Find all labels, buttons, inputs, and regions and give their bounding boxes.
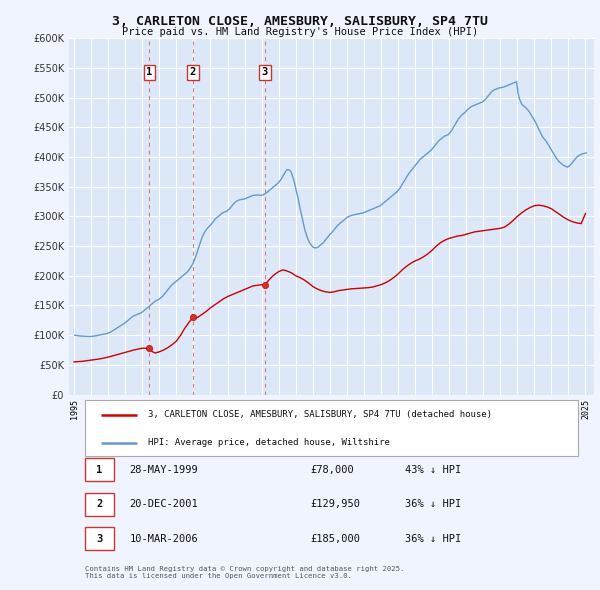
FancyBboxPatch shape	[85, 527, 113, 550]
Text: Contains HM Land Registry data © Crown copyright and database right 2025.
This d: Contains HM Land Registry data © Crown c…	[85, 566, 404, 579]
Text: HPI: Average price, detached house, Wiltshire: HPI: Average price, detached house, Wilt…	[148, 438, 389, 447]
Text: £78,000: £78,000	[311, 464, 354, 474]
Text: 43% ↓ HPI: 43% ↓ HPI	[405, 464, 461, 474]
Text: 3, CARLETON CLOSE, AMESBURY, SALISBURY, SP4 7TU: 3, CARLETON CLOSE, AMESBURY, SALISBURY, …	[112, 15, 488, 28]
Text: Price paid vs. HM Land Registry's House Price Index (HPI): Price paid vs. HM Land Registry's House …	[122, 27, 478, 37]
Text: 1: 1	[96, 464, 103, 474]
Text: 3: 3	[96, 534, 103, 544]
Text: 36% ↓ HPI: 36% ↓ HPI	[405, 499, 461, 509]
Text: £185,000: £185,000	[311, 534, 361, 544]
Text: 10-MAR-2006: 10-MAR-2006	[130, 534, 198, 544]
FancyBboxPatch shape	[85, 458, 113, 481]
Text: 3: 3	[262, 67, 268, 77]
Text: 3, CARLETON CLOSE, AMESBURY, SALISBURY, SP4 7TU (detached house): 3, CARLETON CLOSE, AMESBURY, SALISBURY, …	[148, 410, 492, 419]
FancyBboxPatch shape	[85, 400, 578, 456]
Text: £129,950: £129,950	[311, 499, 361, 509]
Text: 36% ↓ HPI: 36% ↓ HPI	[405, 534, 461, 544]
Text: 2: 2	[190, 67, 196, 77]
Text: 2: 2	[96, 499, 103, 509]
Text: 28-MAY-1999: 28-MAY-1999	[130, 464, 198, 474]
Text: 1: 1	[146, 67, 152, 77]
FancyBboxPatch shape	[85, 493, 113, 516]
Text: 20-DEC-2001: 20-DEC-2001	[130, 499, 198, 509]
